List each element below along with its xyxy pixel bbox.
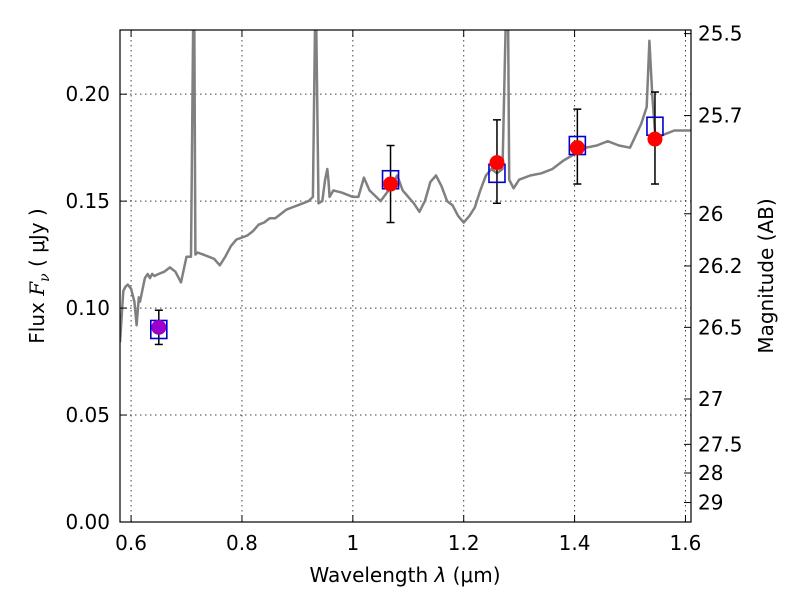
y2-tick-label: 27.5 bbox=[698, 432, 743, 456]
y2-tick-label: 26.2 bbox=[698, 254, 743, 278]
x-tick-label: 1.6 bbox=[670, 531, 702, 555]
y2-tick-label: 29 bbox=[698, 491, 723, 515]
grid-lines bbox=[120, 30, 691, 522]
plot-frame bbox=[119, 29, 692, 523]
y-axis-ticks: 0.00 0.05 0.10 0.15 0.20 bbox=[65, 82, 127, 534]
x-tick-label: 0.6 bbox=[115, 531, 147, 555]
y-axis-label: Flux Fν ( μJy ) bbox=[25, 208, 53, 343]
y2-axis-ticks: 25.5 25.7 26 26.2 26.5 27 27.5 28 29 bbox=[684, 22, 743, 515]
y2-tick-label: 26.5 bbox=[698, 315, 743, 339]
error-bars bbox=[154, 91, 659, 346]
model-photometry-points bbox=[150, 116, 664, 340]
y-tick-label: 0.00 bbox=[65, 510, 110, 534]
y2-tick-label: 26 bbox=[698, 202, 723, 226]
y2-tick-label: 25.7 bbox=[698, 104, 743, 128]
x-tick-label: 1.2 bbox=[448, 531, 480, 555]
observed-photometry-point bbox=[383, 176, 399, 192]
observed-photometry-point bbox=[569, 140, 585, 156]
y-tick-label: 0.15 bbox=[65, 189, 110, 213]
x-tick-label: 0.8 bbox=[226, 531, 258, 555]
y2-tick-label: 27 bbox=[698, 387, 723, 411]
x-axis-ticks: 0.6 0.8 1 1.2 1.4 1.6 bbox=[115, 30, 701, 555]
y2-axis-label: Magnitude (AB) bbox=[754, 198, 778, 353]
spectrum-line bbox=[120, 30, 691, 343]
y-tick-label: 0.20 bbox=[65, 82, 110, 106]
y-tick-label: 0.10 bbox=[65, 296, 110, 320]
y2-tick-label: 28 bbox=[698, 461, 723, 485]
model-spectrum bbox=[120, 30, 691, 343]
x-tick-label: 1 bbox=[346, 531, 359, 555]
y2-tick-label: 25.5 bbox=[698, 22, 743, 46]
observed-photometry-points bbox=[151, 131, 663, 335]
x-tick-label: 1.4 bbox=[559, 531, 591, 555]
observed-photometry-point bbox=[489, 155, 505, 171]
x-axis-label: Wavelength λ (μm) bbox=[309, 563, 500, 587]
y-tick-label: 0.05 bbox=[65, 403, 110, 427]
highlighted-photometry-point bbox=[151, 319, 167, 335]
observed-photometry-point bbox=[647, 131, 663, 147]
